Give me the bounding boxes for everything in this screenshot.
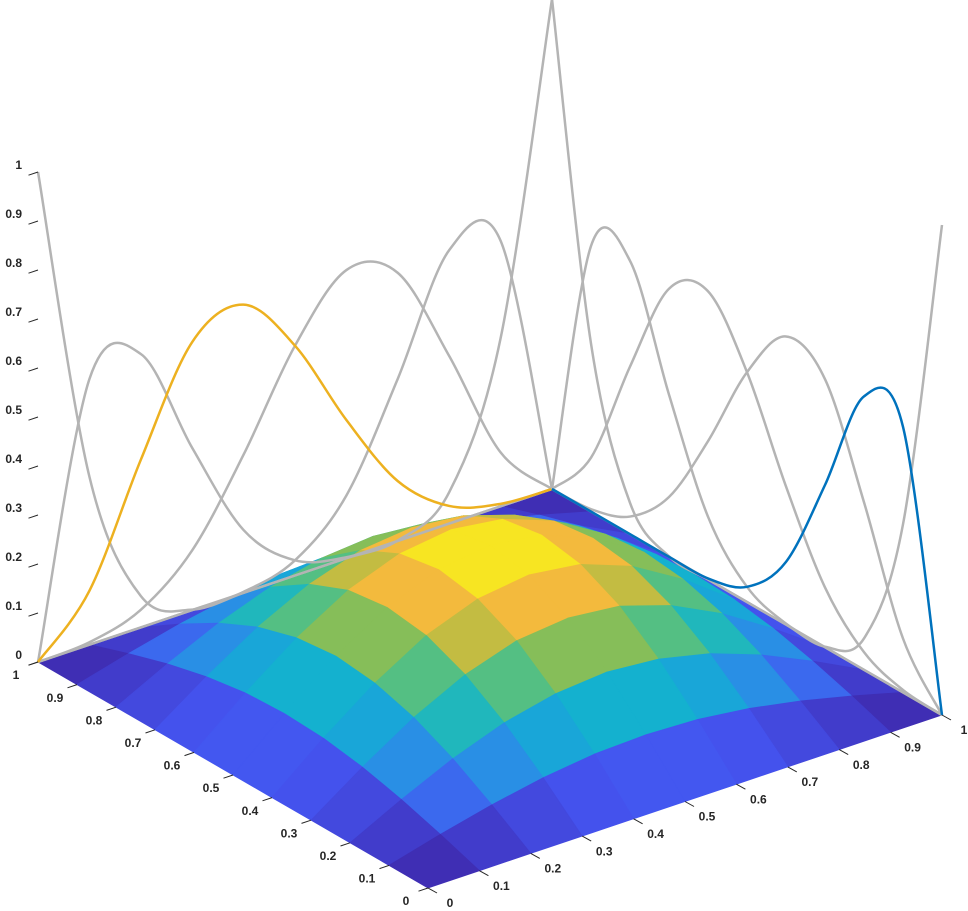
y-tick <box>340 842 351 847</box>
z-tick-label: 0.4 <box>5 452 22 466</box>
basis-curve <box>551 278 943 717</box>
z-tick <box>28 514 39 519</box>
z-tick-label: 0 <box>15 648 22 662</box>
z-tick <box>28 171 39 176</box>
x-tick-label: 0.9 <box>904 740 921 754</box>
x-tick-label: 0.8 <box>853 758 870 772</box>
x-tick-label: 0 <box>447 896 454 910</box>
x-tick <box>479 870 489 877</box>
z-tick-label: 0.5 <box>5 403 22 417</box>
z-tick-label: 0.2 <box>5 550 22 564</box>
x-tick <box>838 749 849 756</box>
y-tick-label: 0 <box>403 894 410 908</box>
x-tick-label: 0.4 <box>647 827 664 841</box>
z-tick-label: 0.7 <box>5 305 22 319</box>
y-tick <box>223 774 234 779</box>
x-tick-label: 0.6 <box>750 792 767 806</box>
x-tick-label: 0.7 <box>801 775 818 789</box>
y-tick <box>67 684 78 689</box>
y-tick <box>106 706 117 711</box>
z-tick <box>28 563 39 568</box>
z-tick <box>28 416 39 421</box>
z-tick-label: 0.3 <box>5 501 22 515</box>
z-tick-label: 0.8 <box>5 256 22 270</box>
x-tick-label: 1 <box>961 723 968 737</box>
x-tick-label: 0.1 <box>493 879 510 893</box>
basis-curve <box>36 303 553 663</box>
x-tick <box>581 835 592 842</box>
surface-patch <box>388 833 480 889</box>
y-tick-label: 0.5 <box>203 781 220 795</box>
z-tick <box>28 661 39 666</box>
z-tick <box>28 318 39 323</box>
x-tick <box>787 766 798 773</box>
y-tick-label: 0.1 <box>359 872 376 886</box>
x-tick <box>427 887 438 894</box>
y-tick-label: 1 <box>13 668 20 682</box>
y-tick-label: 0.9 <box>47 691 64 705</box>
x-tick-label: 0.2 <box>544 862 561 876</box>
z-tick-label: 0.6 <box>5 354 22 368</box>
basis-curve <box>551 386 944 716</box>
basis-curve <box>36 341 553 663</box>
z-tick <box>28 269 39 274</box>
z-tick <box>28 612 39 617</box>
y-tick-label: 0.8 <box>86 713 103 727</box>
z-tick-label: 0.9 <box>5 207 22 221</box>
x-tick-label: 0.5 <box>699 810 716 824</box>
basis-curve <box>550 0 943 717</box>
x-tick <box>530 852 541 859</box>
z-tick-label: 1 <box>15 158 22 172</box>
y-tick <box>145 729 156 734</box>
basis-curve <box>37 0 554 664</box>
y-tick <box>184 751 195 757</box>
basis-curve <box>551 335 944 716</box>
x-tick <box>684 801 695 807</box>
y-tick <box>418 887 429 892</box>
z-tick <box>28 220 39 225</box>
z-tick-label: 0.1 <box>5 599 22 613</box>
y-tick <box>379 864 390 870</box>
x-tick-label: 0.3 <box>596 844 613 858</box>
y-tick-label: 0.4 <box>242 804 259 818</box>
x-tick <box>736 783 746 790</box>
y-tick-label: 0.6 <box>164 759 181 773</box>
x-tick <box>941 714 952 721</box>
y-tick-label: 0.7 <box>125 736 142 750</box>
y-tick-label: 0.2 <box>320 849 337 863</box>
x-tick <box>633 818 643 825</box>
z-tick <box>28 367 39 372</box>
y-tick <box>301 819 312 824</box>
y-tick <box>262 797 273 802</box>
x-tick <box>890 731 900 738</box>
y-tick-label: 0.3 <box>281 826 298 840</box>
z-tick <box>28 465 39 470</box>
